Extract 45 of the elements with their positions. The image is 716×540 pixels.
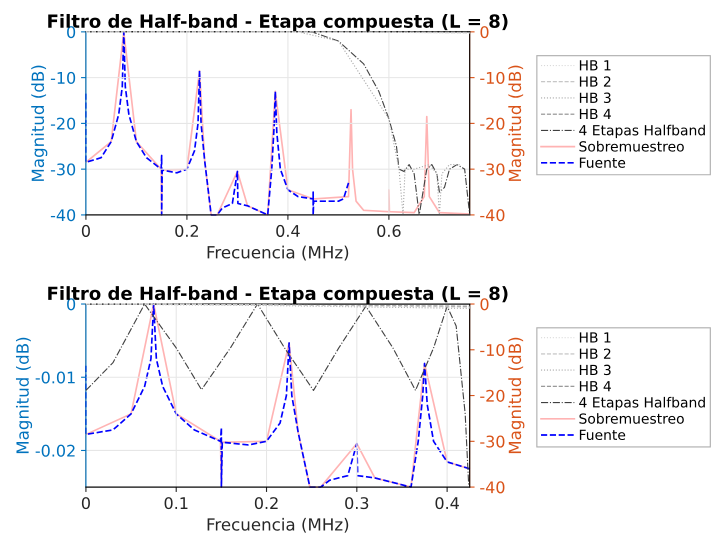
x-tick-label: 0.3 [345,497,368,510]
legend-label: 4 Etapas Halfband [579,124,705,138]
x-tick-label: 0.2 [254,497,278,510]
legend-label: Fuente [580,158,626,168]
y-tick-label: -40 [50,209,76,222]
legend-label: HB 2 [580,76,610,87]
legend-label: HB 3 [580,364,611,376]
y-tick-label: -10 [50,72,76,84]
y-tick-label: -20 [50,118,76,130]
y2-tick-label: -30 [480,436,504,448]
legend-label: Fuente [580,430,626,440]
y-tick-label: -30 [50,163,76,176]
y2-tick-label: -20 [480,390,504,402]
legend-label: HB 4 [580,108,611,120]
y2-tick-label: -20 [480,118,504,130]
x-axis-title: Frecuencia (MHz) [208,518,348,533]
y2-axis-title: Magnitud (dB) [508,338,524,454]
y2-tick-label: -10 [480,72,504,84]
legend-label: HB 4 [580,381,611,392]
legend-label: HB 1 [580,60,610,70]
legend-label: Sobremuestreo [579,413,684,424]
y-axis-title: Magnitud (dB) [16,338,32,454]
x-tick-label: 0.4 [276,224,300,238]
x-tick-label: 0 [82,224,90,238]
y-tick-label: 0 [67,26,76,38]
y-tick-label: -0.02 [36,444,75,457]
y2-tick-label: -30 [480,163,504,176]
y2-tick-label: -40 [480,209,504,222]
y-tick-label: 0 [67,298,76,310]
x-tick-label: 0.4 [435,497,459,510]
y2-axis-title: Magnitud (dB) [508,66,524,181]
legend-label: HB 1 [580,332,610,343]
legend-label: HB 2 [580,348,610,359]
y2-tick-label: -40 [480,481,504,494]
legend-label: HB 3 [580,92,611,104]
x-axis-title: Frecuencia (MHz) [208,246,348,261]
y-axis-title: Magnitud (dB) [31,66,48,181]
x-tick-label: 0.6 [377,224,401,238]
x-tick-label: 0.1 [164,497,188,510]
legend-label: Sobremuestreo [579,140,684,152]
y-tick-label: -0.01 [36,371,75,384]
x-tick-label: 0 [82,497,90,510]
x-tick-label: 0.2 [175,224,198,238]
legend-label: 4 Etapas Halfband [579,396,705,410]
y2-tick-label: -10 [480,344,504,356]
